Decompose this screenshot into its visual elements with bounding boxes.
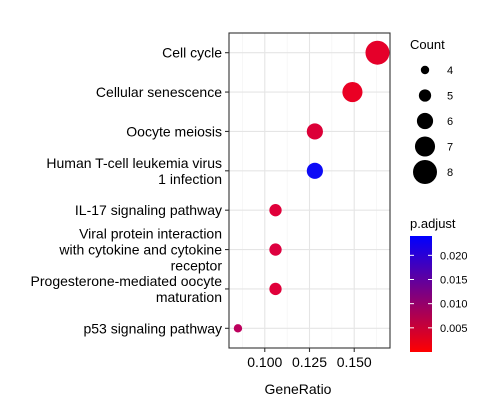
- y-tick-label-line: 1 infection: [158, 171, 222, 187]
- data-point: [365, 40, 390, 65]
- data-point: [269, 204, 282, 217]
- count-legend-label: 5: [447, 91, 453, 103]
- colorbar-tick-label: 0.015: [440, 275, 468, 287]
- count-size-legend: Count 4 5 6 7 8: [410, 37, 453, 184]
- data-point: [233, 324, 243, 333]
- data-point: [269, 282, 282, 296]
- p-adjust-colorbar: [410, 236, 432, 352]
- count-legend-dot: [420, 65, 430, 75]
- y-tick-label: Viral protein interaction with cytokine a…: [58, 226, 222, 274]
- x-axis-title: GeneRatio: [265, 381, 332, 397]
- p-adjust-color-legend: p.adjust 0.020 0.015 0.010 0.005: [410, 216, 468, 352]
- y-tick-label-line: with cytokine and cytokine: [58, 242, 222, 258]
- y-tick-label-line: Viral protein interaction: [79, 226, 222, 242]
- y-tick-label: Cellular senescence: [96, 84, 222, 100]
- y-tick-label: p53 signaling pathway: [83, 320, 222, 336]
- data-points: [233, 40, 390, 333]
- y-tick-label: Human T-cell leukemia virus 1 infection: [46, 155, 222, 187]
- count-legend-dot: [418, 89, 432, 102]
- y-tick-label-line: maturation: [156, 289, 222, 305]
- data-point: [306, 162, 323, 179]
- count-legend-dot: [416, 112, 434, 130]
- data-point: [306, 123, 323, 140]
- p-adjust-legend-title: p.adjust: [410, 216, 456, 231]
- colorbar-tick-label: 0.020: [440, 250, 468, 262]
- colorbar-tick-label: 0.005: [440, 323, 468, 335]
- y-tick-label-line: Human T-cell leukemia virus: [46, 155, 222, 171]
- count-legend-dot: [413, 160, 437, 184]
- y-tick-label-line: Progesterone-mediated oocyte: [31, 273, 223, 289]
- count-legend-dot: [414, 136, 436, 157]
- count-legend-label: 4: [447, 65, 453, 77]
- count-legend-title: Count: [410, 37, 445, 52]
- y-tick-label: Progesterone-mediated oocyte maturation: [31, 273, 223, 305]
- y-tick-label-line: Oocyte meiosis: [126, 123, 222, 139]
- y-tick-label-line: Cellular senescence: [96, 84, 222, 100]
- y-tick-label: Oocyte meiosis: [126, 123, 222, 139]
- data-point: [269, 243, 282, 256]
- y-tick-label-line: Cell cycle: [162, 45, 222, 61]
- y-tick-label: IL-17 signaling pathway: [75, 202, 222, 218]
- count-legend-label: 8: [447, 167, 453, 179]
- count-legend-label: 6: [447, 116, 453, 128]
- x-tick-label: 0.150: [337, 354, 372, 370]
- y-tick-label: Cell cycle: [162, 45, 222, 61]
- x-axis: 0.100 0.125 0.150: [247, 348, 372, 370]
- data-point: [342, 82, 363, 103]
- y-tick-label-line: p53 signaling pathway: [83, 320, 222, 336]
- count-legend-label: 7: [447, 142, 453, 154]
- y-axis: Cell cycle Cellular senescence Oocyte meio…: [31, 45, 229, 336]
- y-tick-label-line: IL-17 signaling pathway: [75, 202, 222, 218]
- colorbar-tick-label: 0.010: [440, 299, 468, 311]
- x-tick-label: 0.100: [247, 354, 282, 370]
- y-tick-label-line: receptor: [171, 258, 223, 274]
- x-tick-label: 0.125: [292, 354, 327, 370]
